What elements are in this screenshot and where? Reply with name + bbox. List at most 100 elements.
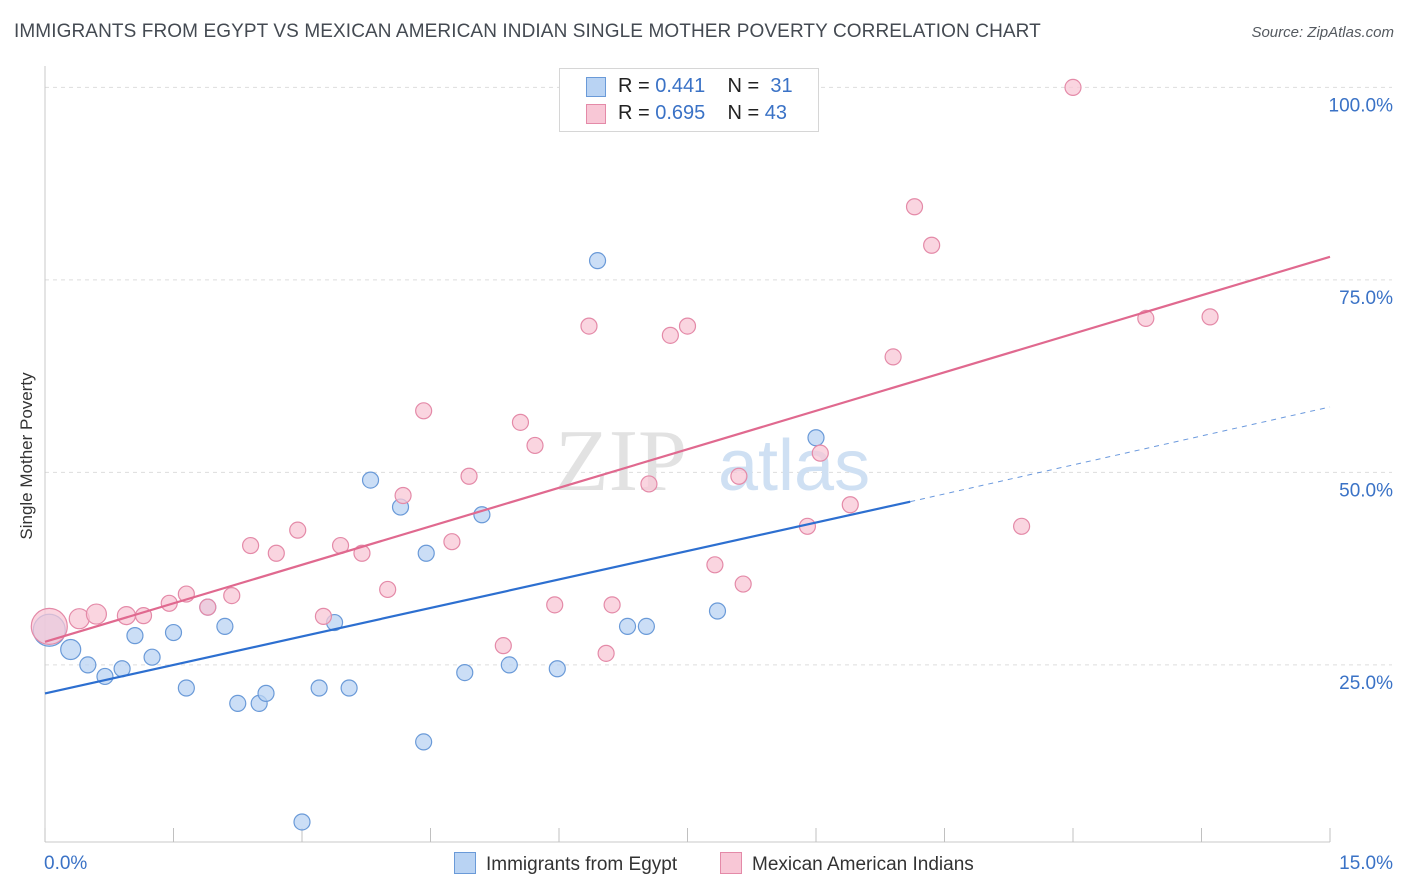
data-point-mexican-american-indians (199, 598, 217, 616)
legend-stats-egypt: R = 0.441 N = 31 (618, 75, 793, 98)
trend-lines (44, 255, 1331, 695)
data-point-mexican-american-indians (1201, 308, 1219, 326)
data-point-mexican-american-indians (85, 603, 108, 625)
legend-n-value: 43 (764, 102, 788, 124)
data-point-mexican-american-indians (443, 533, 461, 551)
series-mexican-american-indians (30, 78, 1219, 662)
data-point-egypt (164, 623, 183, 642)
data-point-mexican-american-indians (460, 467, 478, 485)
data-point-egypt (417, 544, 435, 562)
data-point-mexican-american-indians (1137, 309, 1155, 327)
legend-n-label: N = (727, 75, 760, 97)
y-tick-label: 50.0% (1339, 480, 1393, 501)
data-point-egypt (293, 813, 311, 831)
bottom-legend-label-mexican-american-indians: Mexican American Indians (752, 854, 974, 875)
tick-labels: 25.0% 50.0% 75.0% 100.0% 0.0% 15.0% (44, 95, 1393, 874)
data-point-mexican-american-indians (811, 444, 829, 462)
data-point-mexican-american-indians (415, 402, 433, 420)
data-point-egypt (708, 602, 727, 620)
y-axis-label: Single Mother Poverty (17, 372, 36, 540)
source-credit: Source: ZipAtlas.com (1251, 24, 1394, 41)
data-point-egypt (588, 252, 607, 270)
data-point-egypt (126, 627, 144, 645)
data-point-mexican-american-indians (546, 596, 564, 614)
data-point-egypt (310, 679, 328, 697)
data-point-mexican-american-indians (242, 536, 260, 555)
data-point-egypt (500, 656, 518, 674)
x-tick-label-min: 0.0% (44, 853, 87, 874)
axes (44, 66, 1331, 843)
legend-n-label: N = (727, 102, 760, 124)
watermark: ZIP atlas (555, 413, 870, 510)
data-point-egypt (177, 679, 195, 697)
data-point-egypt (340, 679, 358, 697)
legend-swatch-blue (586, 77, 606, 97)
data-point-egypt (548, 660, 566, 678)
y-tick-label: 100.0% (1329, 95, 1394, 116)
legend-n-value: 31 (770, 75, 793, 97)
data-point-egypt (60, 638, 82, 661)
legend-stats-mexican-american-indians: R = 0.695 N = 43 (618, 102, 787, 125)
legend-r-value: 0.441 (655, 75, 706, 97)
data-point-egypt (216, 617, 234, 636)
y-tick-label: 75.0% (1339, 288, 1393, 309)
data-point-mexican-american-indians (678, 317, 697, 335)
data-point-mexican-american-indians (1012, 517, 1031, 535)
data-point-mexican-american-indians (30, 607, 68, 646)
data-point-mexican-american-indians (511, 413, 530, 431)
data-point-mexican-american-indians (314, 607, 333, 625)
x-tick-label-max: 15.0% (1339, 853, 1393, 874)
watermark-zip: ZIP (555, 413, 687, 510)
data-point-mexican-american-indians (394, 486, 412, 505)
data-point-mexican-american-indians (526, 436, 544, 455)
bottom-legend-egypt: Immigrants from Egypt (454, 852, 677, 876)
data-point-mexican-american-indians (580, 317, 598, 335)
data-point-egypt (415, 733, 433, 751)
data-point-egypt (257, 684, 275, 702)
legend-r-label: R = (618, 75, 650, 97)
data-point-mexican-american-indians (841, 496, 859, 514)
bottom-legend-label-egypt: Immigrants from Egypt (486, 854, 678, 875)
chart-title: IMMIGRANTS FROM EGYPT VS MEXICAN AMERICA… (14, 21, 1041, 42)
trend-line-egypt-extension (910, 406, 1331, 503)
data-point-mexican-american-indians (1064, 78, 1082, 97)
data-point-mexican-american-indians (905, 198, 924, 216)
series-immigrants-from-egypt (32, 252, 825, 831)
data-point-mexican-american-indians (706, 556, 724, 574)
data-point-egypt (361, 471, 380, 489)
watermark-atlas: atlas (718, 426, 870, 506)
data-point-mexican-american-indians (597, 644, 615, 662)
data-point-mexican-american-indians (661, 326, 679, 344)
data-point-egypt (618, 617, 637, 636)
bottom-legend-mexican-american-indians: Mexican American Indians (720, 852, 974, 876)
data-point-mexican-american-indians (494, 637, 512, 655)
data-point-mexican-american-indians (884, 348, 902, 366)
data-point-egypt (143, 648, 161, 666)
legend-swatch-pink (586, 104, 606, 124)
data-point-mexican-american-indians (603, 596, 621, 614)
data-point-egypt (807, 429, 825, 447)
y-tick-label: 25.0% (1339, 673, 1393, 694)
data-point-egypt (79, 656, 97, 674)
data-point-egypt (456, 663, 474, 682)
bottom-legend-swatch-pink (720, 852, 742, 874)
data-point-mexican-american-indians (734, 575, 752, 593)
trend-line-mexican-american-indians (44, 255, 1331, 643)
data-point-mexican-american-indians (353, 544, 371, 562)
data-point-mexican-american-indians (640, 475, 658, 493)
data-point-mexican-american-indians (289, 521, 307, 539)
data-point-mexican-american-indians (223, 586, 241, 605)
data-point-egypt (637, 617, 655, 636)
trend-line-egypt (44, 500, 911, 695)
legend-r-label: R = (618, 102, 650, 124)
data-point-mexican-american-indians (379, 580, 397, 599)
data-point-egypt (229, 694, 247, 713)
bottom-legend-swatch-blue (454, 852, 476, 874)
legend-r-value: 0.695 (655, 102, 706, 124)
grid-lines (45, 86, 1392, 666)
data-point-mexican-american-indians (267, 544, 285, 562)
correlation-legend: R = 0.441 N = 31 R = 0.695 N = 43 (559, 68, 819, 132)
data-point-mexican-american-indians (730, 467, 748, 485)
data-point-mexican-american-indians (923, 236, 941, 254)
